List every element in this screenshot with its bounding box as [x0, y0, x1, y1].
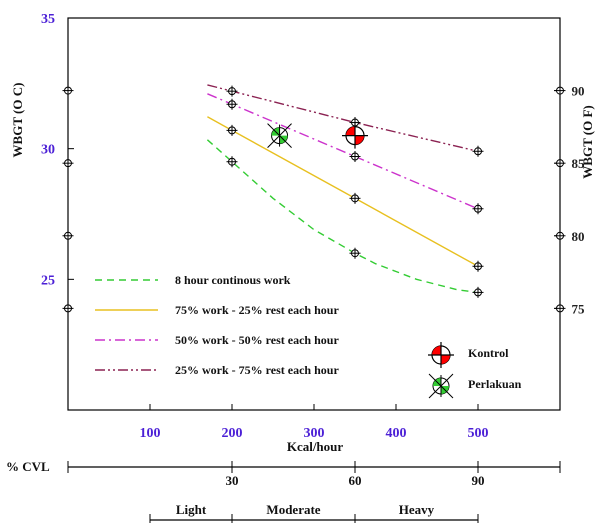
workload-label: Moderate [266, 502, 320, 517]
edge-markers [62, 85, 566, 314]
series-line-4 [207, 84, 479, 152]
right-tick-label: 90 [572, 84, 585, 99]
right-tick-label: 85 [572, 156, 586, 171]
x-tick-label: 300 [304, 426, 325, 441]
right-tick-label: 75 [572, 301, 586, 316]
right-edge-marker [554, 302, 566, 314]
cvl-scale: % CVL 30 60 90 [6, 459, 561, 488]
cvl-tick-label: 90 [472, 473, 485, 488]
treatment-points [267, 122, 368, 149]
right-tick-label: 80 [572, 229, 585, 244]
marker-legend: Kontrol Perlakuan [428, 342, 522, 399]
legend-label-2: 75% work - 25% rest each hour [175, 303, 339, 317]
left-tick-label: 30 [41, 143, 55, 158]
series-line-1 [206, 139, 479, 294]
left-axis-ticks: 25 30 35 [41, 12, 74, 288]
kontrol-point-quad-a [346, 126, 355, 136]
left-edge-marker [62, 302, 74, 314]
left-tick-label: 35 [41, 12, 55, 27]
x-axis-ticks: 100 200 300 400 500 [140, 404, 489, 441]
legend-kontrol-label: Kontrol [468, 346, 509, 360]
legend-kontrol-symbol-quad-b [441, 355, 450, 364]
series-lines [206, 84, 484, 298]
data-point-series-4 [226, 85, 238, 97]
kontrol-point [342, 122, 368, 149]
x-tick-label: 500 [468, 426, 489, 441]
data-point-series-2 [226, 124, 238, 136]
workload-label: Heavy [399, 502, 435, 517]
data-point-series-3 [472, 203, 484, 215]
y-axis-label-right: WBGT (O F) [580, 105, 595, 178]
x-tick-label: 100 [140, 426, 161, 441]
legend-perlakuan-symbol [428, 373, 454, 399]
cvl-label: % CVL [6, 459, 50, 474]
x-axis-label: Kcal/hour [287, 439, 344, 454]
left-edge-marker [62, 230, 74, 242]
legend-perlakuan-label: Perlakuan [468, 377, 522, 391]
data-point-series-3 [226, 98, 238, 110]
right-edge-marker [554, 85, 566, 97]
series-legend: 8 hour continous work 75% work - 25% rest… [95, 273, 339, 377]
series-line-3 [207, 93, 479, 210]
legend-label-3: 50% work - 50% rest each hour [175, 333, 339, 347]
data-point-series-1 [226, 156, 238, 168]
workload-label: Light [176, 502, 207, 517]
series-line-2 [207, 116, 479, 267]
data-point-series-2 [349, 192, 361, 204]
y-axis-label-left: WBGT (O C) [10, 83, 25, 158]
data-point-series-4 [472, 145, 484, 157]
legend-kontrol-symbol-quad-a [432, 346, 441, 355]
right-edge-marker [554, 230, 566, 242]
cvl-tick-label: 30 [226, 473, 239, 488]
workload-categories: Light Moderate Heavy [149, 502, 479, 523]
data-point-series-4 [349, 117, 361, 129]
perlakuan-point [267, 123, 292, 148]
left-edge-marker [62, 157, 74, 169]
data-point-series-1 [349, 247, 361, 259]
legend-label-4: 25% work - 75% rest each hour [175, 363, 339, 377]
left-edge-marker [62, 85, 74, 97]
kontrol-point-quad-b [355, 135, 364, 145]
data-point-series-2 [472, 260, 484, 272]
data-point-series-3 [349, 151, 361, 163]
x-tick-label: 400 [386, 426, 407, 441]
right-edge-marker [554, 157, 566, 169]
legend-label-1: 8 hour continous work [175, 273, 291, 287]
x-tick-label: 200 [222, 426, 243, 441]
legend-kontrol-symbol [428, 342, 454, 368]
cvl-tick-label: 60 [349, 473, 362, 488]
data-point-series-1 [472, 286, 484, 298]
left-tick-label: 25 [41, 273, 55, 288]
